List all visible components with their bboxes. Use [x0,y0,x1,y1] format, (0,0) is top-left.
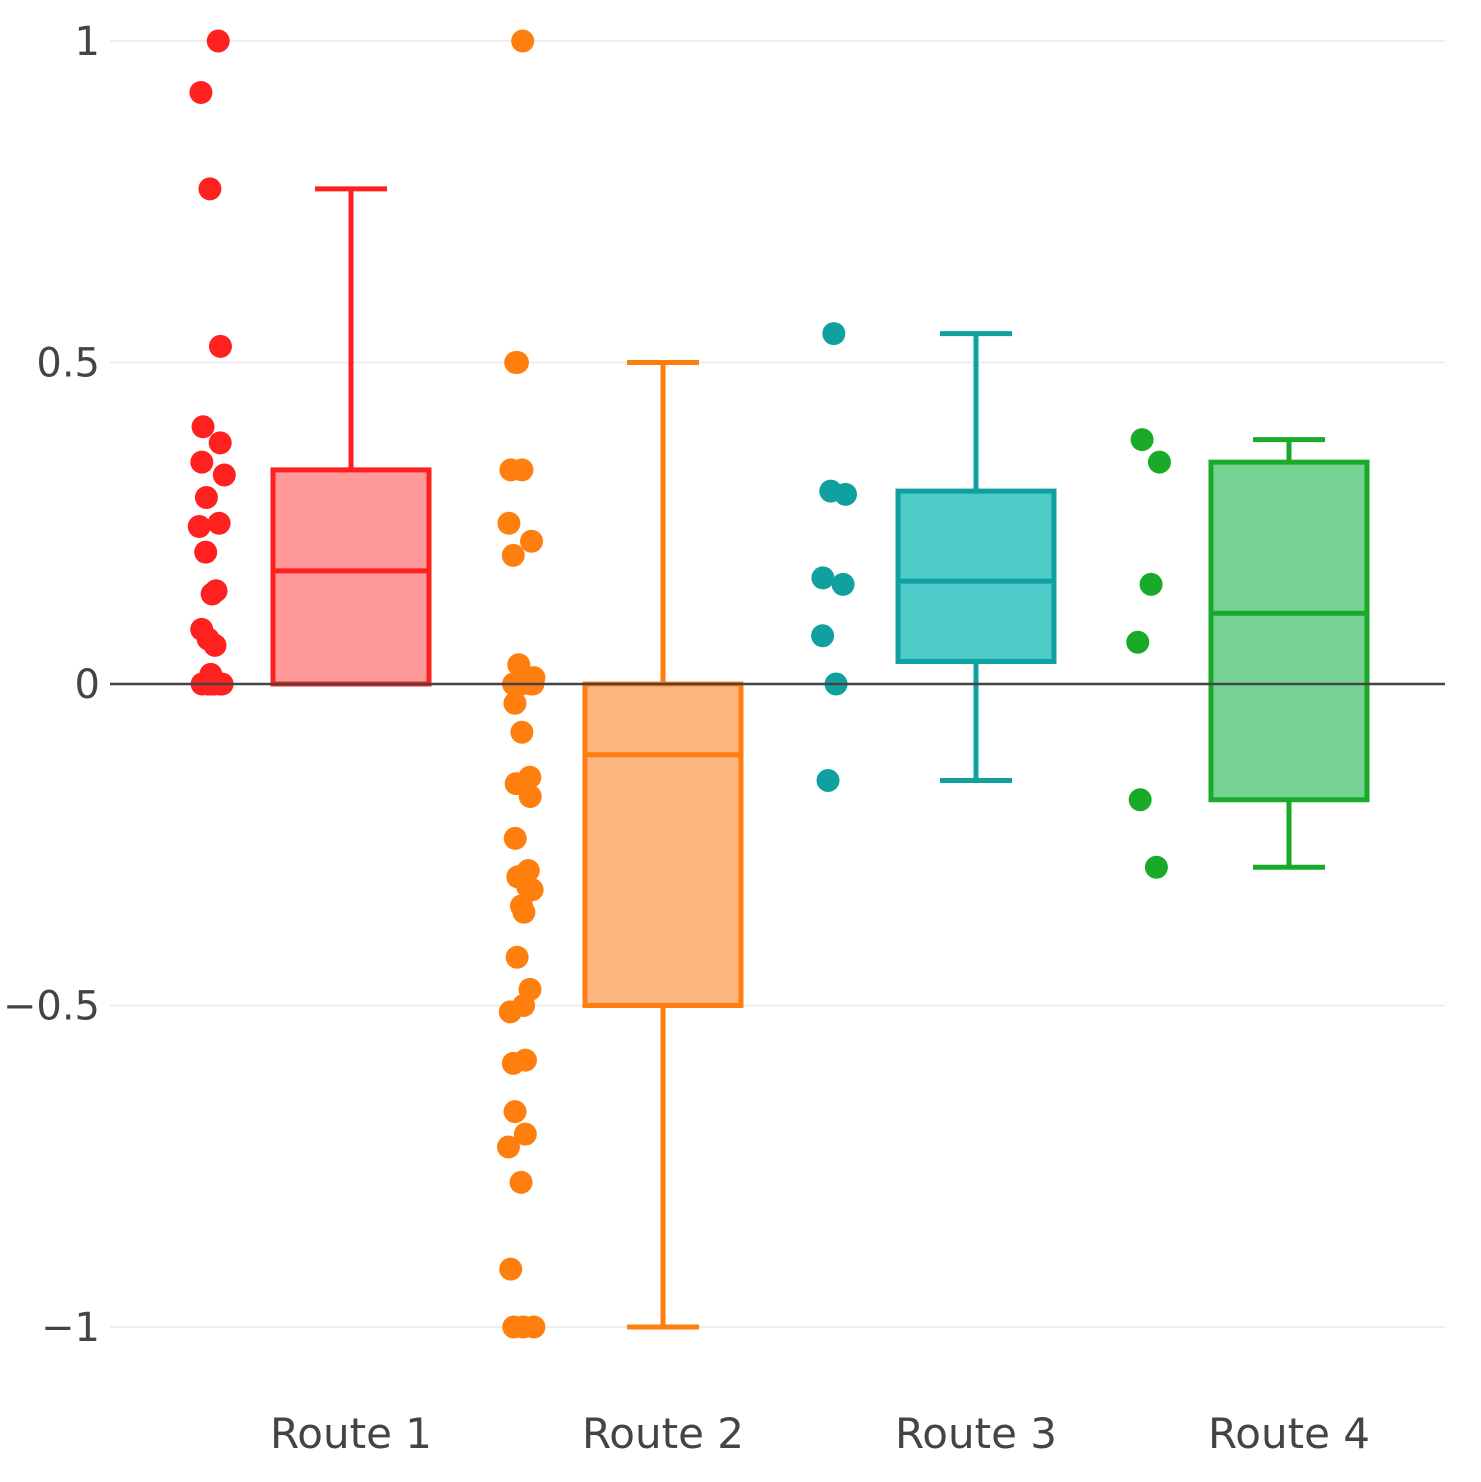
data-point [811,624,835,648]
data-point [194,540,218,564]
data-point [822,322,846,346]
box-series [496,29,744,1339]
data-point [831,572,855,596]
data-point [513,1122,537,1146]
data-point [505,945,529,969]
x-category-label: Route 4 [1208,1409,1370,1458]
data-point [497,511,521,535]
data-point [200,582,224,606]
data-point [187,514,211,538]
data-point [206,29,230,53]
data-point [1139,572,1163,596]
x-category-label: Route 1 [270,1409,432,1458]
box-iqr [895,488,1057,664]
data-point [198,177,222,201]
data-point [502,1315,526,1339]
data-point [189,80,213,104]
data-point [1144,855,1168,879]
data-point [499,458,523,482]
data-point [522,1315,546,1339]
data-point [504,351,528,374]
box-iqr [1208,459,1370,803]
y-tick-label: 0.5 [36,341,100,387]
data-point [512,900,536,924]
data-point [507,653,531,677]
data-point [816,768,840,792]
y-tick-label: −0.5 [3,984,100,1030]
data-point [496,1135,520,1159]
data-point [510,720,534,744]
data-point [833,482,857,506]
data-point [503,691,527,715]
data-point [503,1100,527,1124]
data-point [203,633,227,657]
y-tick-label: 0 [75,662,100,708]
data-point [509,1170,533,1194]
data-point [499,1257,523,1281]
x-category-label: Route 3 [895,1409,1057,1458]
data-point [191,415,215,439]
y-tick-label: −1 [41,1305,100,1351]
data-point [518,785,542,809]
data-point [811,566,835,590]
data-point [501,1051,525,1075]
data-point [208,334,232,358]
box-series [811,322,1057,792]
data-point [511,29,535,53]
data-point [208,431,232,455]
data-point [498,1000,522,1024]
data-point [503,826,527,850]
box-series [1126,428,1370,879]
box-iqr [270,467,432,687]
data-point [1126,630,1150,654]
x-category-label: Route 2 [582,1409,744,1458]
data-point [520,529,544,553]
box-iqr [582,681,744,1008]
data-point [1147,450,1171,474]
data-point [194,486,218,510]
data-point [1130,428,1154,452]
data-point [207,511,231,535]
data-point [501,543,525,567]
data-point [212,463,236,487]
data-point [1128,788,1152,812]
y-tick-label: 1 [75,19,100,65]
data-point [190,450,214,474]
